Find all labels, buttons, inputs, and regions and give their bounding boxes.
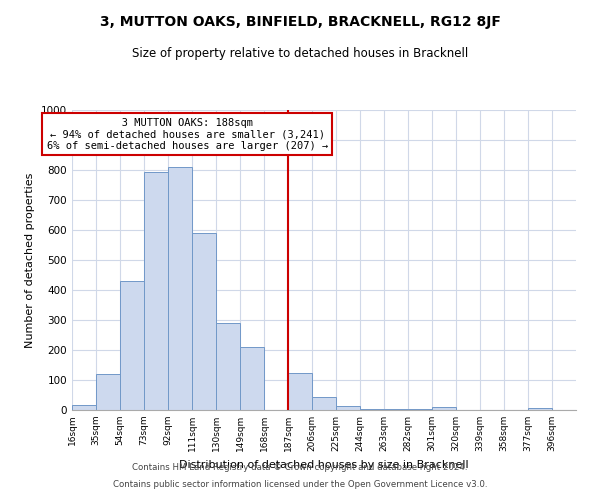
Bar xyxy=(144,172,168,410)
Bar xyxy=(336,406,360,410)
Text: 3 MUTTON OAKS: 188sqm   
← 94% of detached houses are smaller (3,241)
6% of semi: 3 MUTTON OAKS: 188sqm ← 94% of detached … xyxy=(47,118,328,150)
Bar xyxy=(288,372,312,410)
Text: Contains public sector information licensed under the Open Government Licence v3: Contains public sector information licen… xyxy=(113,480,487,489)
Bar xyxy=(528,408,552,410)
Bar xyxy=(96,374,120,410)
Bar xyxy=(384,409,408,410)
Bar xyxy=(432,407,456,410)
Bar xyxy=(192,233,216,410)
X-axis label: Distribution of detached houses by size in Bracknell: Distribution of detached houses by size … xyxy=(179,460,469,469)
Bar xyxy=(216,323,240,410)
Bar xyxy=(168,167,192,410)
Y-axis label: Number of detached properties: Number of detached properties xyxy=(25,172,35,348)
Text: 3, MUTTON OAKS, BINFIELD, BRACKNELL, RG12 8JF: 3, MUTTON OAKS, BINFIELD, BRACKNELL, RG1… xyxy=(100,15,500,29)
Bar xyxy=(408,409,432,410)
Bar xyxy=(120,281,144,410)
Text: Contains HM Land Registry data © Crown copyright and database right 2024.: Contains HM Land Registry data © Crown c… xyxy=(132,464,468,472)
Bar xyxy=(360,408,384,410)
Bar xyxy=(240,347,264,410)
Bar xyxy=(72,405,96,410)
Text: Size of property relative to detached houses in Bracknell: Size of property relative to detached ho… xyxy=(132,48,468,60)
Bar xyxy=(312,398,336,410)
